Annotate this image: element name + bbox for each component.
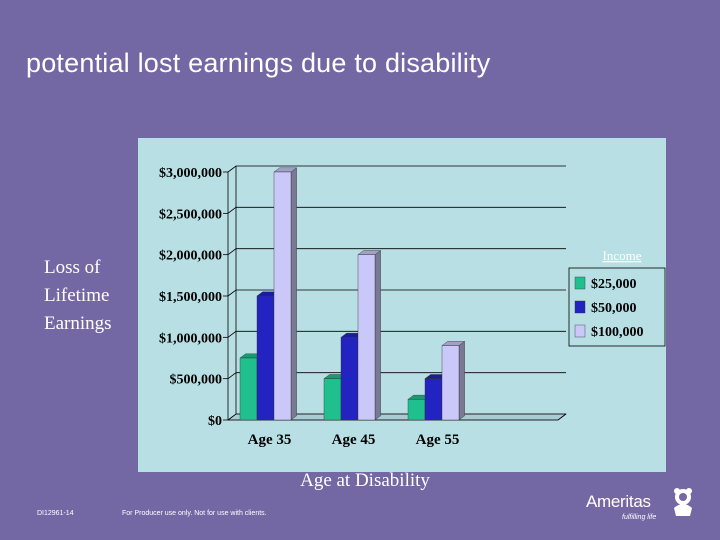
- bar-age-35-1: [239, 357, 258, 421]
- bar-age-45-2: [340, 337, 359, 421]
- y-tick-label: $500,000: [170, 373, 223, 388]
- bar-age-35-2: [256, 295, 275, 421]
- x-tick-label: Age 35: [248, 432, 292, 448]
- bar-chart: $0 $500,000 $1,000,000 $1,500,000 $2,000,000…: [138, 138, 666, 472]
- legend-title: Income: [603, 248, 642, 263]
- chart-y-axis-label: Loss of Lifetime Earnings: [44, 254, 140, 338]
- bar-side: [458, 340, 465, 421]
- document-code: DI12961-14: [37, 510, 74, 517]
- slide-title: potential lost earnings due to disabilit…: [26, 48, 491, 78]
- bar-age-55-1: [407, 399, 426, 421]
- bar-side: [374, 250, 381, 421]
- legend-swatch: [574, 276, 586, 290]
- bar-age-45-3: [357, 254, 376, 421]
- brand-tagline: fulfilling life: [622, 514, 657, 521]
- x-tick-label: Age 55: [416, 432, 460, 448]
- y-tick-label: $2,000,000: [159, 249, 222, 264]
- legend-label: $50,000: [591, 301, 637, 316]
- brand-logo: Ameritas fulfilling life: [586, 486, 716, 526]
- x-tick-label: Age 45: [332, 432, 376, 448]
- bar-side: [290, 167, 297, 421]
- legend-swatch: [574, 300, 586, 314]
- legend-label: $25,000: [591, 277, 637, 292]
- bar-age-45-1: [323, 378, 342, 421]
- brand-name: Ameritas: [586, 492, 651, 511]
- chart-panel: $0 $500,000 $1,000,000 $1,500,000 $2,000,000…: [138, 138, 666, 472]
- y-tick-label: $1,500,000: [159, 290, 222, 305]
- x-axis-end: [557, 413, 567, 421]
- legend-label: $100,000: [591, 325, 644, 340]
- y-axis-label-line: Earnings: [44, 313, 112, 334]
- y-axis-label-line: Loss of: [44, 257, 101, 278]
- bar-age-55-3: [441, 345, 460, 421]
- lion-icon: [674, 488, 692, 516]
- y-tick-label: $2,500,000: [159, 207, 222, 222]
- bar-age-55-2: [424, 378, 443, 421]
- y-tick-label: $3,000,000: [159, 166, 222, 181]
- y-tick-label: $1,000,000: [159, 331, 222, 346]
- legend-swatch: [574, 324, 586, 338]
- y-axis-label-line: Lifetime: [44, 285, 110, 306]
- y-tick-label: $0: [208, 414, 222, 429]
- bar-age-35-3: [273, 171, 292, 421]
- chart-x-axis-label: Age at Disability: [300, 470, 430, 491]
- disclaimer-text: For Producer use only. Not for use with …: [122, 510, 267, 517]
